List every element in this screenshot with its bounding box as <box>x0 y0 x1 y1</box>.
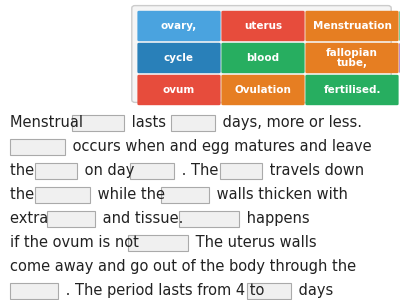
Text: Menstrual: Menstrual <box>10 115 88 130</box>
Text: Menstruation: Menstruation <box>312 21 392 31</box>
Text: ovum: ovum <box>163 85 195 95</box>
Text: blood: blood <box>246 53 280 63</box>
Text: if the ovum is not: if the ovum is not <box>10 235 144 250</box>
Text: the: the <box>10 187 39 202</box>
Text: and tissue.: and tissue. <box>98 211 188 226</box>
Text: uterus: uterus <box>244 21 282 31</box>
Text: while the: while the <box>93 187 170 202</box>
Text: cycle: cycle <box>164 53 194 63</box>
Text: occurs when and egg matures and leave: occurs when and egg matures and leave <box>68 139 372 154</box>
Text: extra: extra <box>10 211 53 226</box>
Text: travels down: travels down <box>265 163 364 178</box>
Text: . The: . The <box>177 163 222 178</box>
Text: ovary,: ovary, <box>161 21 197 31</box>
Text: lasts: lasts <box>127 115 171 130</box>
Text: the: the <box>10 163 39 178</box>
Text: days, more or less.: days, more or less. <box>218 115 362 130</box>
Text: fertilised.: fertilised. <box>323 85 381 95</box>
Text: on day: on day <box>80 163 139 178</box>
Text: walls thicken with: walls thicken with <box>212 187 348 202</box>
Text: come away and go out of the body through the: come away and go out of the body through… <box>10 259 356 274</box>
Text: fallopian
tube,: fallopian tube, <box>326 48 378 68</box>
Text: . The period lasts from 4 to: . The period lasts from 4 to <box>61 283 269 298</box>
Text: happens: happens <box>242 211 310 226</box>
Text: days: days <box>294 283 334 298</box>
Text: The uterus walls: The uterus walls <box>191 235 316 250</box>
Text: Ovulation: Ovulation <box>234 85 292 95</box>
